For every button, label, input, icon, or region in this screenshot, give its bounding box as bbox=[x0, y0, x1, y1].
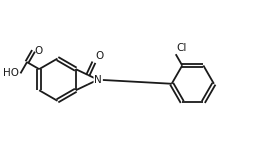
Text: HO: HO bbox=[3, 68, 19, 78]
Text: Cl: Cl bbox=[176, 43, 187, 53]
Text: O: O bbox=[95, 51, 103, 61]
Text: N: N bbox=[94, 75, 102, 85]
Text: O: O bbox=[35, 46, 43, 56]
